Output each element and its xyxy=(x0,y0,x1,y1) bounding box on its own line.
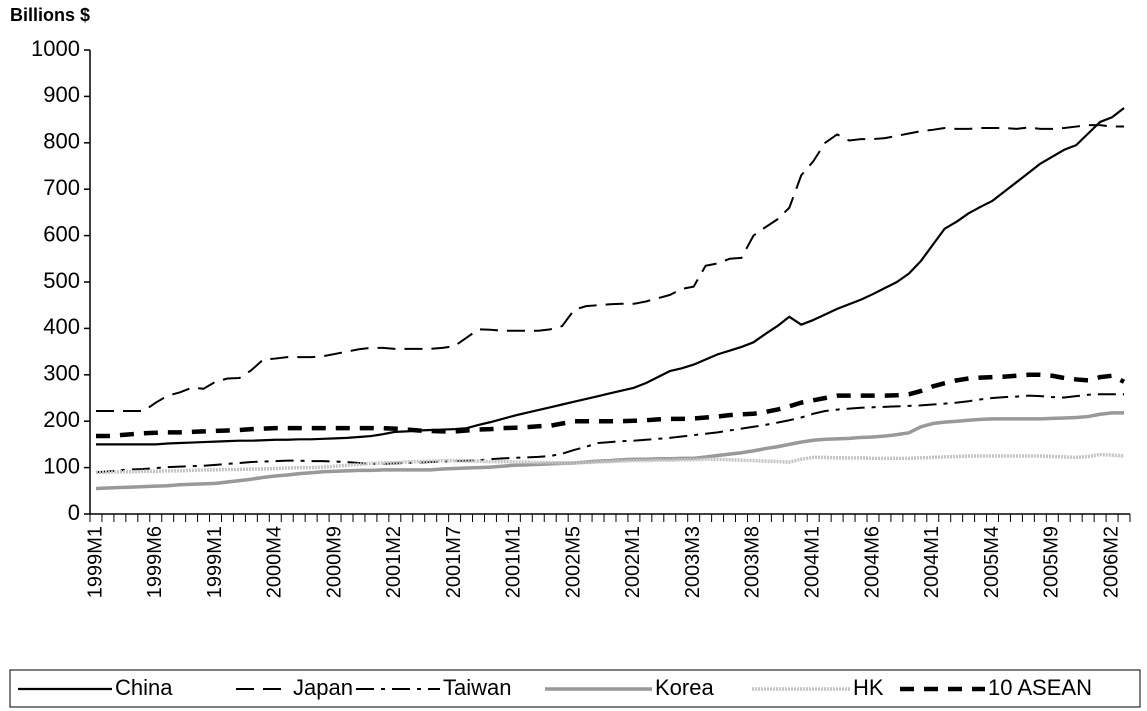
x-tick-label: 2000M4 xyxy=(264,526,286,598)
x-tick-label: 2006M2 xyxy=(1100,526,1122,598)
series-line xyxy=(95,107,1125,446)
x-tick-label: 2005M4 xyxy=(981,526,1003,598)
x-tick-label: 2002M5 xyxy=(562,526,584,598)
legend-label: HK xyxy=(853,675,884,700)
legend-label: Korea xyxy=(655,675,714,700)
x-tick-label: 2001M7 xyxy=(443,526,465,598)
x-tick-label: 1999M1 xyxy=(84,526,106,598)
x-tick-label: 2004M1 xyxy=(801,526,823,598)
y-tick-label: 300 xyxy=(43,361,80,386)
y-tick-label: 200 xyxy=(43,407,80,432)
x-tick-label: 2003M8 xyxy=(742,526,764,598)
x-tick-label: 2000M9 xyxy=(323,526,345,598)
series-line xyxy=(95,393,1125,474)
x-tick-label: 2004M6 xyxy=(861,526,883,598)
y-tick-label: 100 xyxy=(43,453,80,478)
legend-label: China xyxy=(115,675,173,700)
x-tick-label: 2004M1 xyxy=(921,526,943,598)
legend-label: 10 ASEAN xyxy=(988,675,1092,700)
y-tick-label: 600 xyxy=(43,221,80,246)
legend-box xyxy=(9,669,1141,708)
y-tick-label: 1000 xyxy=(31,36,80,61)
x-tick-label: 2001M1 xyxy=(503,526,525,598)
series-line xyxy=(95,372,1126,439)
legend-label: Japan xyxy=(293,675,353,700)
x-tick-label: 1999M1 xyxy=(204,526,226,598)
series-line xyxy=(95,452,1125,474)
y-tick-label: 700 xyxy=(43,175,80,200)
axis-title: Billions $ xyxy=(10,5,90,25)
x-tick-label: 2002M1 xyxy=(622,526,644,598)
series-line xyxy=(95,411,1125,491)
y-tick-label: 500 xyxy=(43,268,80,293)
series-line xyxy=(95,124,1125,412)
y-tick-label: 400 xyxy=(43,314,80,339)
x-tick-label: 2001M2 xyxy=(383,526,405,598)
legend-label: Taiwan xyxy=(443,675,511,700)
x-tick-label: 2005M9 xyxy=(1041,526,1063,598)
y-tick-label: 800 xyxy=(43,129,80,154)
x-tick-label: 1999M6 xyxy=(144,526,166,598)
x-tick-label: 2003M3 xyxy=(682,526,704,598)
y-tick-label: 0 xyxy=(68,500,80,525)
y-tick-label: 900 xyxy=(43,82,80,107)
